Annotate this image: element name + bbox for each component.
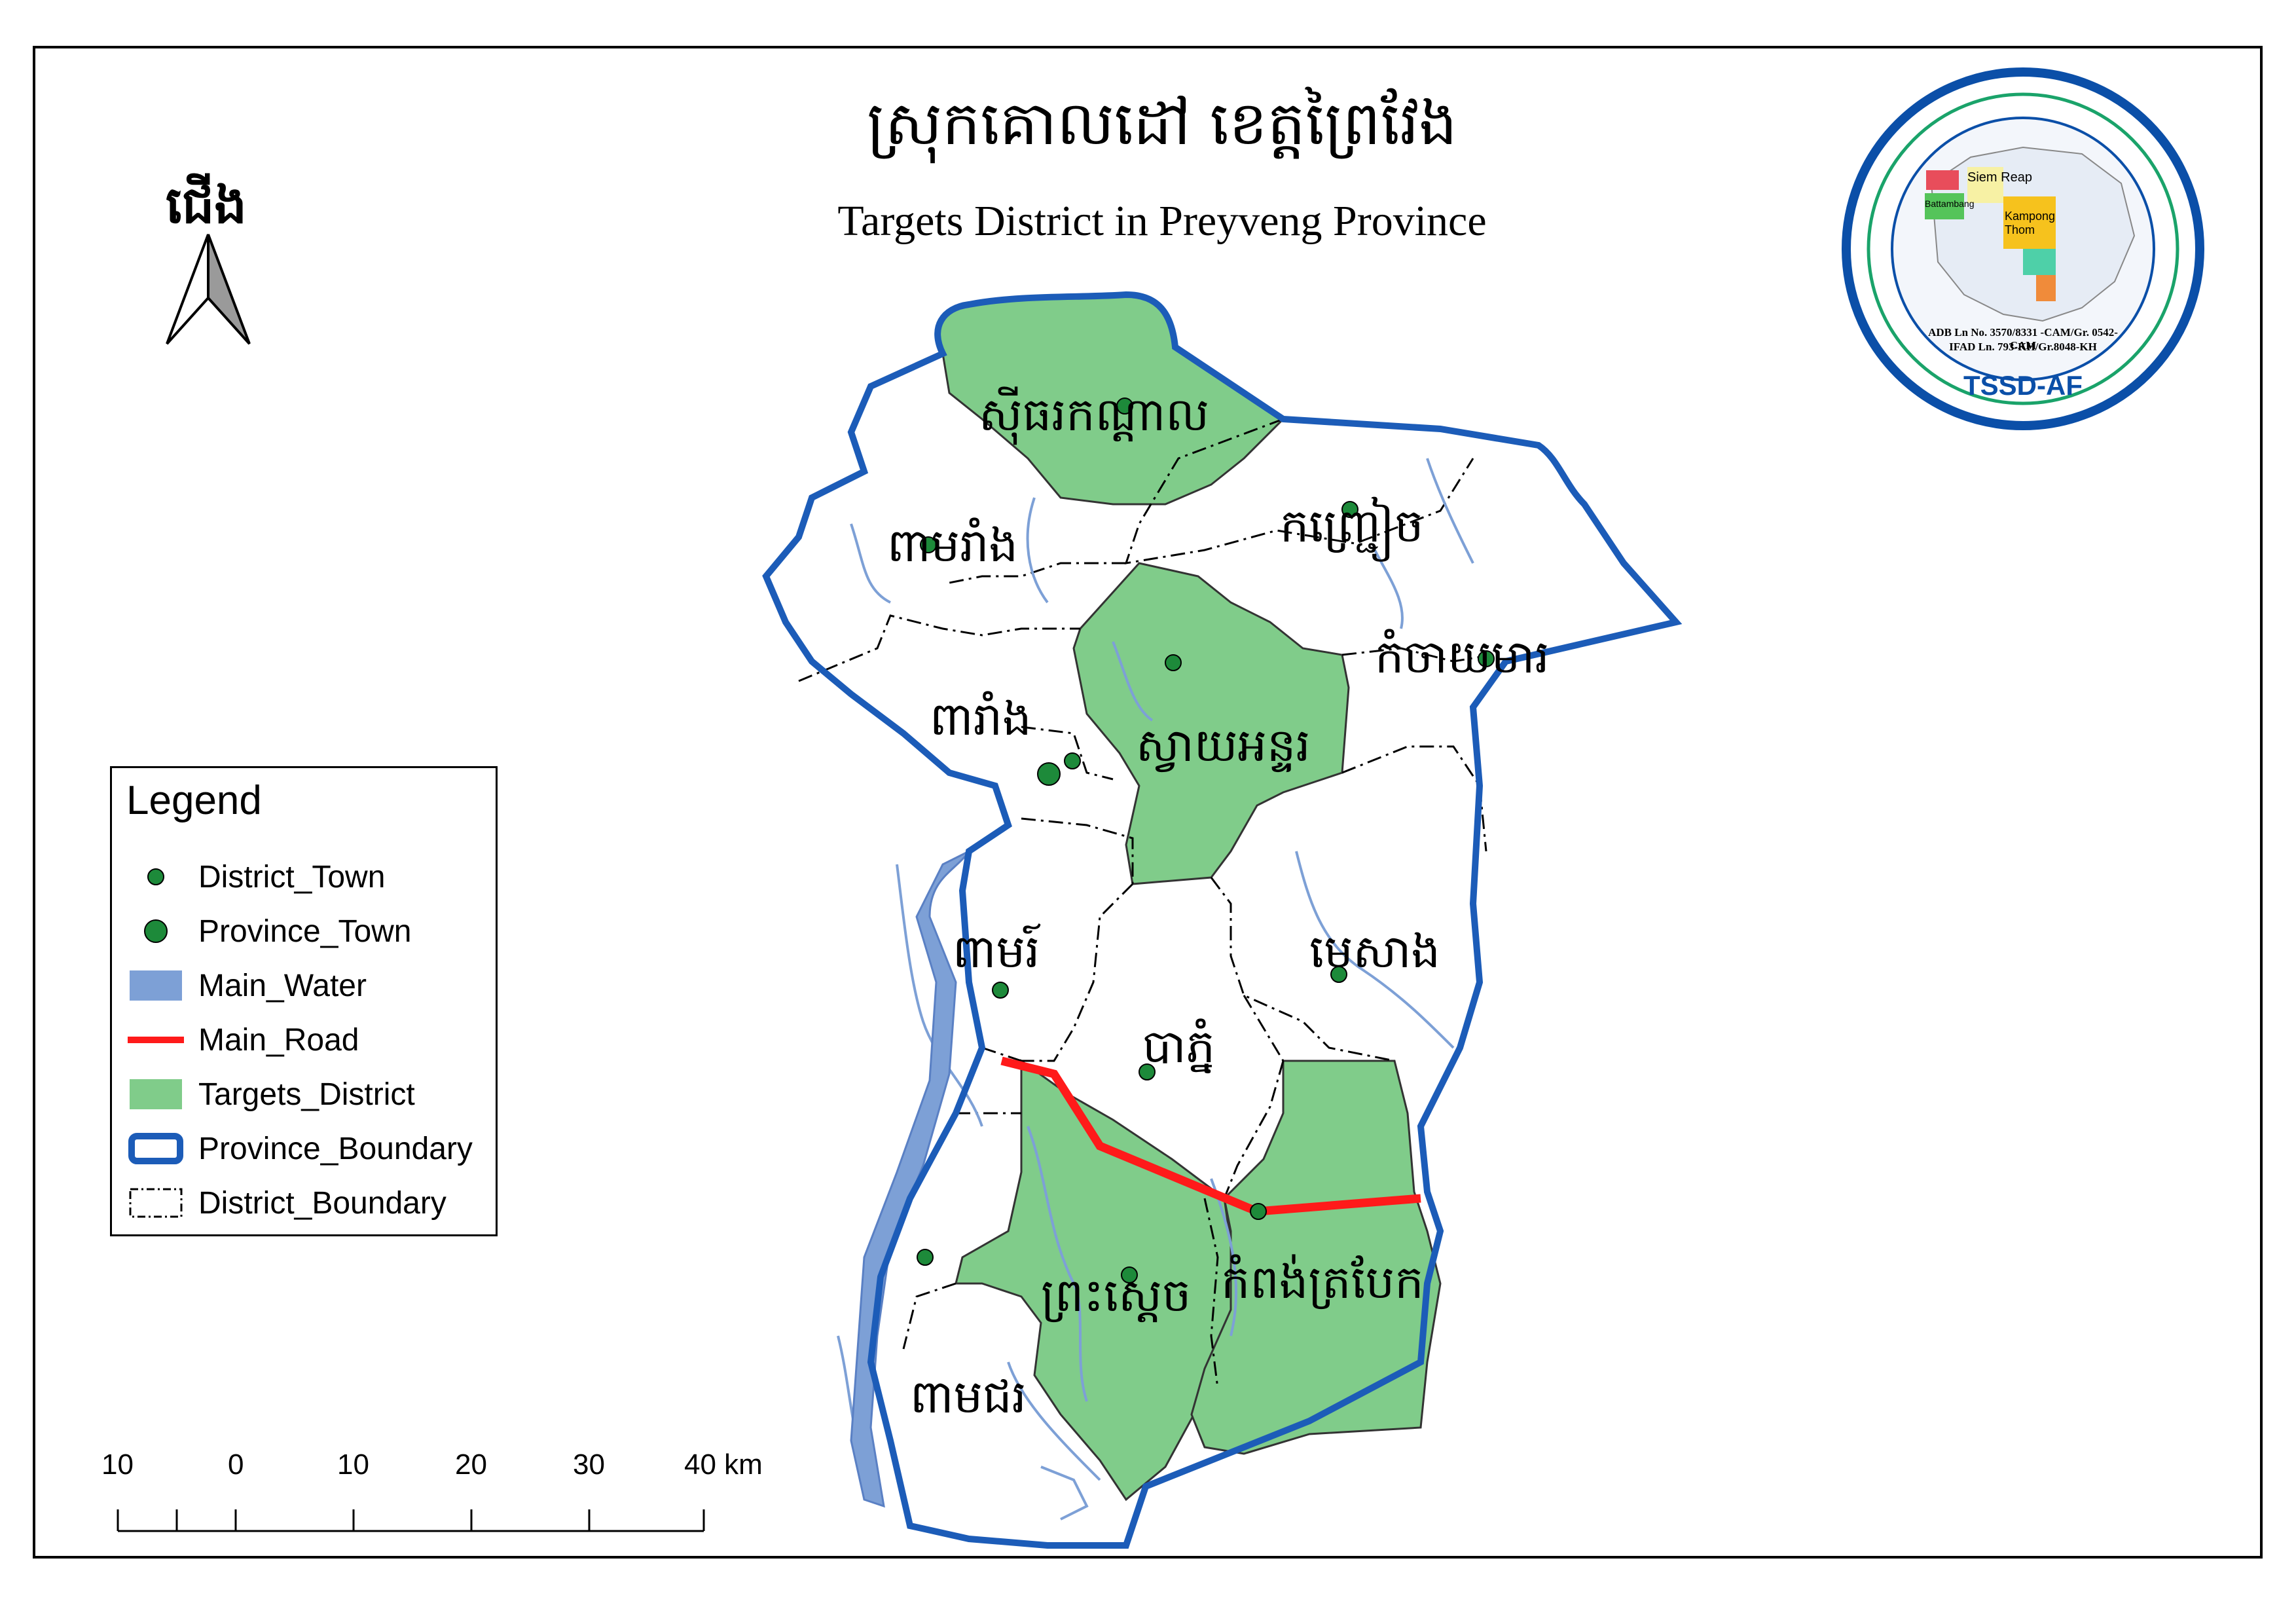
main-road-swatch [128,1037,184,1043]
town-marker [1341,501,1358,518]
legend-label: District_Town [198,860,386,895]
town-marker [992,982,1009,999]
scale-label: 10 [101,1449,134,1481]
legend-panel: Legend District_Town Province_Town Main_… [110,766,498,1236]
legend-label: District_Boundary [198,1186,446,1221]
targets-district-swatch [130,1079,182,1109]
scale-label: 20 [455,1449,487,1481]
district-label-sithor-kandal: ស៊ីធរកណ្ដាល [979,388,1210,441]
district-label-ba-phnum: បាភ្នំ [1142,1020,1216,1073]
legend-item-main-road: Main_Road [112,1013,498,1067]
district-label-preah-sdach: ព្រះស្ដេច [1041,1268,1192,1322]
legend-label: Main_Water [198,969,367,1003]
scale-label: 10 [337,1449,369,1481]
town-marker [1139,1063,1156,1080]
scale-bar [117,1509,705,1532]
legend-item-targets-district: Targets_District [112,1067,498,1121]
district-town-icon [147,868,164,885]
district-label-svay-antor: ស្វាយអន្ទរ [1136,718,1311,772]
province-town-icon [144,919,168,943]
town-marker [1121,1266,1138,1283]
district-label-kampong-trabaek: កំពង់ត្របែក [1221,1255,1424,1309]
legend-item-district-town: District_Town [112,850,498,904]
north-arrow-icon [166,234,251,345]
legend-title: Legend [126,778,262,823]
mekong-river [850,849,972,1508]
district-label-pea-ro: ពាមរ៍ [953,925,1040,978]
district-label-mesang: មេសាង [1309,925,1440,978]
logo-name: TSSD-AF [1963,370,2083,401]
province-area [766,295,1676,1545]
scale-label: 40 km [684,1449,763,1481]
legend-item-province-town: Province_Town [112,904,498,958]
logo-map-label: Battambang [1925,198,1975,209]
north-label: ជើង [166,176,247,235]
town-marker [1116,397,1133,415]
district-label-kamchay-mear: កំចាយមារ [1375,630,1550,684]
legend-item-province-boundary: Province_Boundary [112,1122,498,1175]
town-marker [917,1249,934,1266]
legend-label: Province_Town [198,914,412,949]
legend-item-district-boundary: District_Boundary [112,1176,498,1230]
map-frame [33,46,2263,1559]
logo-map-label: Siem Reap [1967,170,2032,185]
scale-label: 0 [228,1449,244,1481]
town-marker [1330,966,1347,983]
logo-map-label: Kampong Thom [2005,210,2056,236]
scale-label: 30 [573,1449,605,1481]
town-marker [1250,1203,1267,1220]
town-marker [1478,650,1495,667]
map-title-khmer: ស្រុកគោលដៅ ខេត្តព្រៃវែង [867,88,1457,158]
district-label-pea-chor: ពាមជរ [910,1370,1027,1424]
town-marker [1064,752,1081,769]
target-svay-antor [1072,562,1350,885]
logo-loan-line-1: ADB Ln No. 3570/8331 -CAM/Gr. 0542-CAM [1928,326,2118,352]
legend-item-main-water: Main_Water [112,959,498,1012]
tssd-af-logo [1842,67,2204,430]
towns [917,397,1495,1283]
town-marker [1165,654,1182,671]
district-boundaries [798,418,1493,1389]
district-label-peareang: ពារាំង [930,692,1032,746]
province-boundary-line [762,291,1683,1549]
district-boundary-swatch [129,1188,183,1218]
main-road [1000,1056,1421,1216]
logo-loan-line-2: IFAD Ln. 793-KH/Gr.8048-KH [1949,341,2097,353]
main-water-swatch [130,970,182,1001]
map-title-english: Targets District in Preyveng Province [837,197,1487,245]
district-label-pea-reang: ពាមរាំង [887,519,1018,572]
legend-label: Main_Road [198,1023,359,1058]
province-boundary-swatch [128,1133,183,1164]
district-label-kanhchriech: កញ្ជ្រៀច [1280,499,1424,553]
legend-label: Province_Boundary [198,1132,473,1166]
province-town-marker [1037,762,1061,786]
town-marker [920,536,937,553]
legend-label: Targets_District [198,1077,415,1112]
